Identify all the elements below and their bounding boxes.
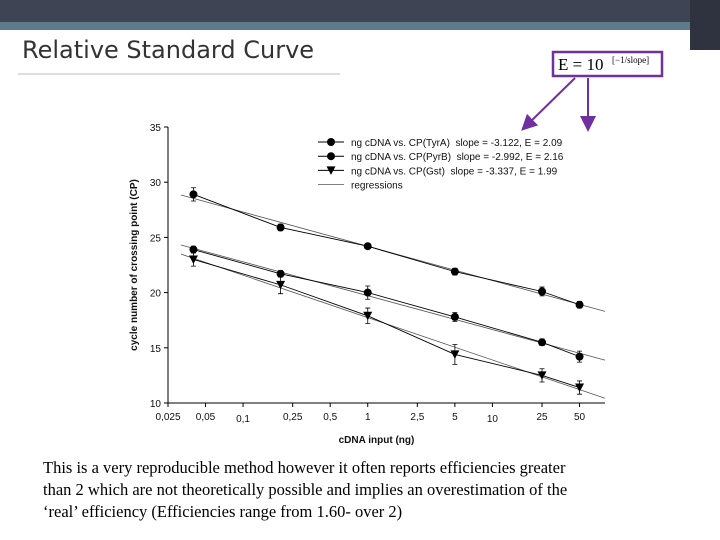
x-tick-label: 0,25 — [283, 412, 303, 423]
regression-line — [180, 244, 606, 361]
point — [575, 300, 584, 309]
point — [189, 245, 198, 254]
x-tick-label: 25 — [536, 412, 548, 423]
point — [363, 288, 372, 297]
chart: 10 15 20 25 30 35 0,025 0,05 0,1 0,25 0,5 1 2,5 5 10 25… — [129, 123, 606, 446]
y-tick-label: 15 — [150, 344, 162, 355]
formula-box — [551, 50, 664, 78]
formula-base: E = 10 — [558, 55, 603, 74]
caption-line: This is a very reproducible method howev… — [43, 458, 566, 477]
series-line — [193, 193, 580, 306]
x-tick-label: 0,025 — [155, 412, 180, 423]
point — [450, 312, 459, 321]
legend-label: ng cDNA vs. CP(Gst) slope = -3.337, E = … — [351, 166, 558, 177]
arrow — [521, 77, 576, 131]
legend-label: ng cDNA vs. CP(TyrA) slope = -3.122, E =… — [351, 138, 563, 149]
x-tick-label: 50 — [574, 412, 586, 423]
caption: This is a very reproducible method howev… — [43, 458, 567, 521]
y-axis-label: cycle number of crossing point (CP) — [129, 179, 140, 351]
x-tick-label: 1 — [365, 412, 371, 423]
legend-marker — [326, 166, 336, 175]
point — [363, 311, 373, 321]
top-bar — [0, 0, 720, 22]
point — [538, 338, 547, 347]
point — [363, 242, 372, 251]
corner-block — [690, 0, 720, 50]
y-tick-label: 35 — [150, 123, 162, 134]
formula-exponent: [−1/slope] — [612, 55, 649, 65]
x-tick-label: 0,1 — [236, 414, 250, 425]
series-line — [193, 259, 580, 388]
point — [450, 350, 460, 359]
point — [575, 352, 584, 361]
legend-marker — [327, 138, 335, 146]
point — [276, 223, 285, 232]
y-tick-label: 25 — [150, 233, 162, 244]
top-strip — [0, 22, 720, 30]
legend-label: ng cDNA vs. CP(PyrB) slope = -2.992, E =… — [351, 152, 564, 163]
x-tick-label: 2,5 — [410, 412, 424, 423]
point — [538, 287, 547, 296]
y-tick-label: 20 — [150, 289, 162, 300]
point — [537, 371, 547, 380]
x-tick-label: 10 — [487, 414, 499, 425]
slide-title: Relative Standard Curve — [22, 36, 314, 64]
series-line — [193, 249, 580, 358]
x-tick-label: 5 — [452, 412, 458, 423]
point — [189, 190, 198, 199]
legend-marker — [327, 152, 335, 161]
point — [188, 255, 198, 264]
point — [575, 383, 585, 393]
x-axis-label: cDNA input (ng) — [339, 435, 415, 446]
x-tick-label: 0,5 — [323, 412, 337, 423]
y-tick-label: 10 — [150, 399, 162, 410]
point — [450, 267, 459, 276]
point — [276, 280, 286, 290]
y-tick-label: 30 — [150, 178, 162, 189]
legend-label: regressions — [351, 181, 403, 192]
regression-line — [180, 253, 606, 399]
x-tick-label: 0,05 — [196, 412, 216, 423]
caption-line: ‘real’ efficiency (Efficiencies range fr… — [43, 502, 402, 521]
caption-line: than 2 which are not theoretically possi… — [43, 480, 567, 499]
